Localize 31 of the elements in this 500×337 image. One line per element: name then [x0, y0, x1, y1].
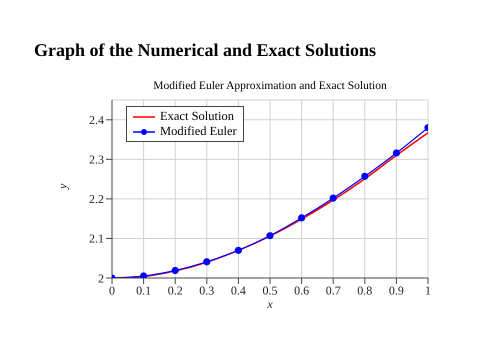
y-tick-label: 2.4	[89, 113, 104, 128]
chart-title: Graph of the Numerical and Exact Solutions	[34, 40, 376, 61]
point	[266, 232, 274, 240]
y-axis-title: y	[55, 183, 70, 190]
x-tick-label: 0.3	[199, 284, 214, 298]
y-tick-label: 2	[98, 271, 104, 286]
x-tick-label: 0.2	[168, 284, 183, 298]
x-tick-label: 0.6	[294, 284, 310, 298]
y-tick-label: 2.3	[89, 152, 104, 167]
x-tick-label: 1	[425, 284, 431, 298]
x-tick-label: 0.7	[326, 284, 341, 298]
x-tick-label: 0.9	[388, 284, 404, 298]
x-tick-label: 0	[109, 284, 115, 298]
point	[140, 272, 148, 278]
point	[392, 149, 400, 157]
x-tick-label: 0.8	[357, 284, 372, 298]
x-axis-title: x	[266, 297, 274, 311]
point	[172, 266, 179, 274]
y-tick-label: 2.2	[89, 192, 104, 206]
y-tick-label: 2.1	[89, 232, 104, 246]
point	[234, 246, 242, 254]
legend-label: Modified Euler	[160, 124, 237, 139]
legend-label: Exact Solution	[160, 109, 234, 124]
point	[203, 258, 210, 266]
x-tick-label: 0.5	[262, 284, 278, 298]
point	[330, 194, 337, 202]
x-tick-label: 0.4	[230, 284, 246, 298]
point	[361, 172, 368, 180]
point	[298, 214, 306, 222]
x-tick-label: 0.1	[136, 284, 152, 298]
chart-subtitle: Modified Euler Approximation and Exact Solution	[152, 80, 388, 92]
